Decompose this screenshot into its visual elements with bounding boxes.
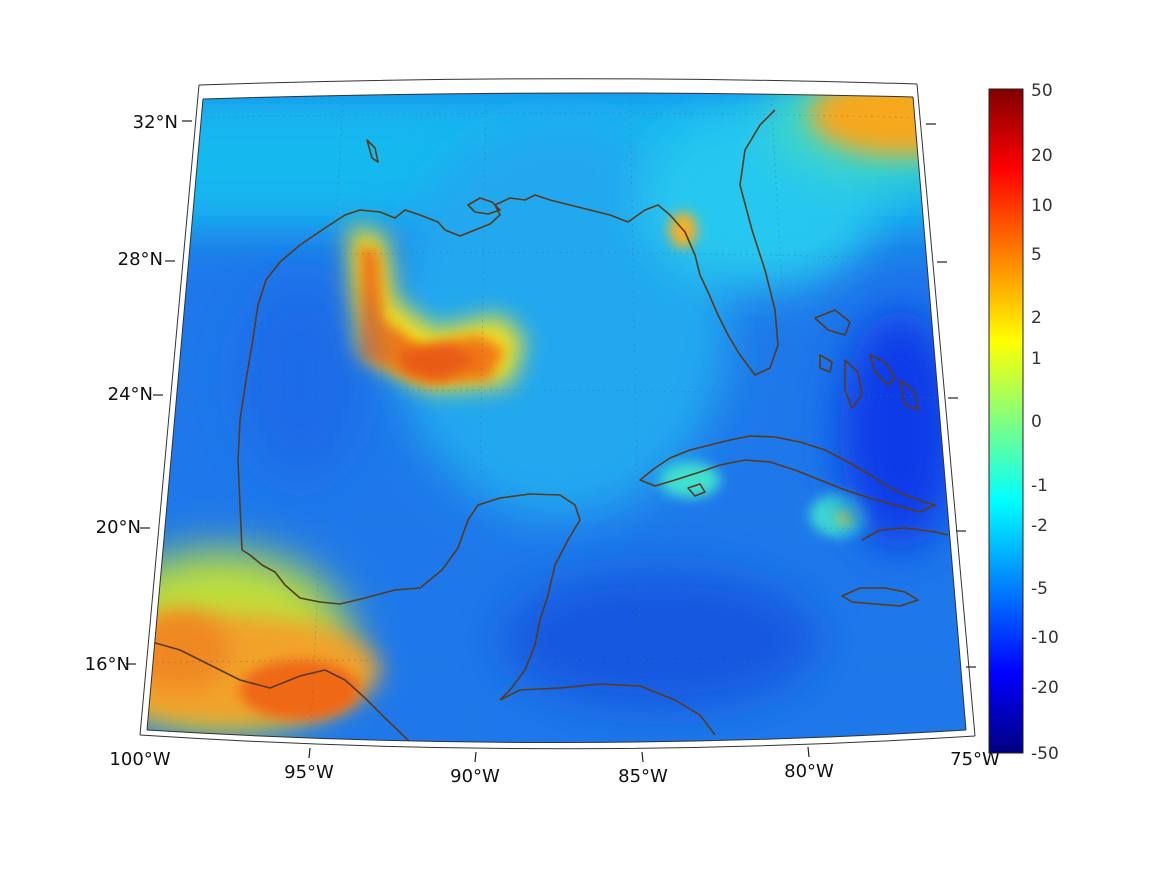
colorbar-tick-neg50: -50: [1031, 744, 1059, 764]
graticule: [147, 92, 966, 743]
lat-label-20: 20°N: [96, 517, 141, 538]
colorbar-tick-neg2: -2: [1031, 516, 1048, 536]
colorbar-gradient: [988, 88, 1024, 754]
colorbar-tick-5: 5: [1031, 245, 1042, 265]
lat-label-16: 16°N: [85, 654, 130, 675]
colorbar-tick-neg10: -10: [1031, 628, 1059, 648]
lon-label-85w: 85°W: [618, 766, 668, 787]
colorbar-tick-1: 1: [1031, 349, 1042, 369]
colorbar-tick-2: 2: [1031, 308, 1042, 328]
colorbar: 50 20 10 5 2 1 0 -1 -2 -5 -10 -20 -50: [988, 81, 1059, 764]
colorbar-tick-neg5: -5: [1031, 579, 1048, 599]
data-field: [147, 92, 966, 743]
lat-label-28: 28°N: [118, 249, 163, 270]
lat-label-32: 32°N: [133, 112, 178, 133]
colorbar-tick-neg20: -20: [1031, 678, 1059, 698]
latitude-labels: 32°N 28°N 24°N 20°N 16°N: [85, 112, 178, 675]
lon-label-90w: 90°W: [450, 766, 500, 787]
lon-label-80w: 80°W: [784, 761, 834, 782]
colorbar-tick-0: 0: [1031, 412, 1042, 432]
coastlines: [147, 109, 949, 743]
colorbar-tick-neg1: -1: [1031, 476, 1048, 496]
map-frame: [139, 78, 976, 750]
axis-ticks: [126, 120, 976, 763]
colorbar-tick-10: 10: [1031, 196, 1053, 216]
lon-label-95w: 95°W: [284, 762, 334, 783]
colorbar-tick-50: 50: [1031, 81, 1053, 101]
lat-label-24: 24°N: [108, 384, 153, 405]
colorbar-tick-20: 20: [1031, 146, 1053, 166]
lon-label-75w: 75°W: [950, 749, 1000, 770]
lon-label-100w: 100°W: [109, 749, 170, 770]
longitude-labels: 100°W 95°W 90°W 85°W 80°W 75°W: [109, 749, 1000, 787]
